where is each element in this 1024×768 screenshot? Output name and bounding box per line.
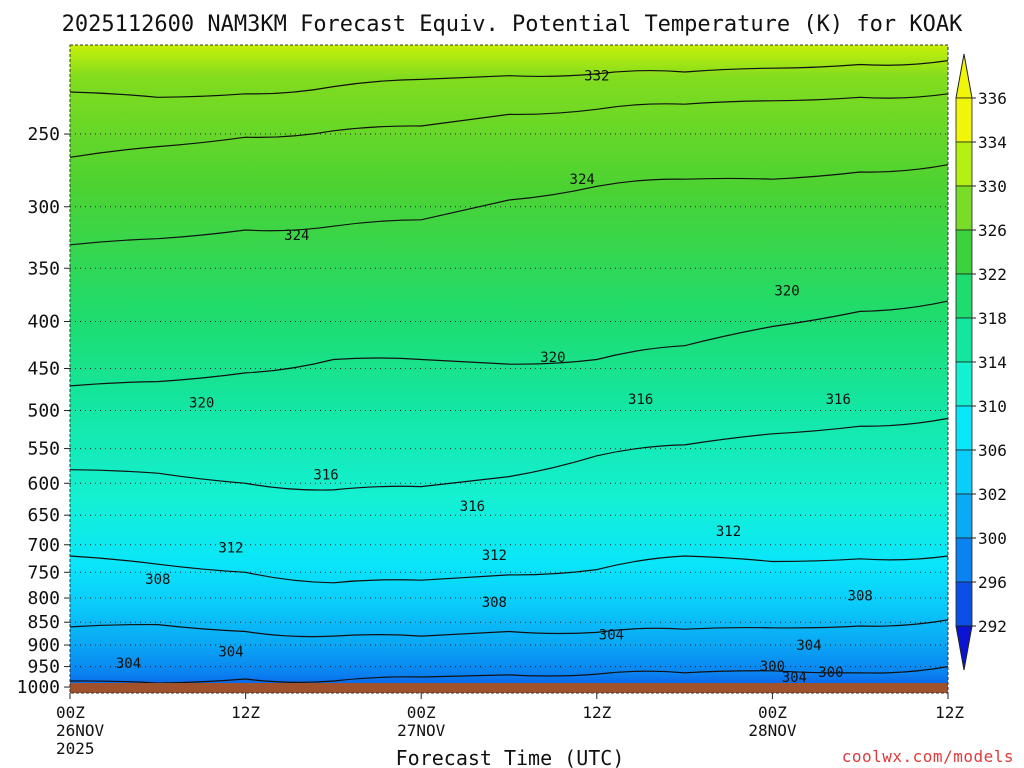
isotherm-304 — [69, 666, 949, 684]
contour-label-21: 300 — [818, 665, 843, 681]
colorbar-swatch-6 — [955, 317, 973, 363]
x-tick-label-60-0: 12Z — [935, 703, 964, 722]
colorbar-swatch-4 — [955, 405, 973, 451]
x-tick-label-0-1: 26NOV — [56, 721, 105, 740]
colorbar-label-296: 296 — [978, 573, 1007, 592]
x-tick-label-48-1: 28NOV — [748, 721, 797, 740]
colorbar-label-334: 334 — [978, 133, 1007, 152]
y-tick-label-550: 550 — [27, 439, 60, 460]
contour-label-3: 320 — [774, 283, 799, 299]
contour-label-20: 300 — [760, 659, 785, 675]
colorbar-label-310: 310 — [978, 397, 1007, 416]
isotherm-332 — [69, 60, 949, 98]
x-tick-label-24-0: 00Z — [407, 703, 436, 722]
contour-label-7: 316 — [826, 392, 851, 408]
y-axis: 2503003504004505005506006507007508008509… — [17, 124, 70, 698]
isotherm-308 — [69, 619, 949, 638]
isotherm-324 — [69, 164, 949, 246]
isotherm-312 — [69, 555, 949, 584]
y-tick-label-700: 700 — [27, 535, 60, 556]
isotherm-320 — [69, 300, 949, 387]
colorbar-swatch-11 — [955, 97, 973, 143]
x-axis-title: Forecast Time (UTC) — [396, 746, 625, 768]
y-tick-label-750: 750 — [27, 562, 60, 583]
contour-label-10: 312 — [218, 541, 243, 557]
contour-label-2: 324 — [284, 228, 309, 244]
colorbar-swatch-8 — [955, 229, 973, 275]
ground-surface — [70, 683, 948, 693]
y-tick-label-650: 650 — [27, 505, 60, 526]
y-tick-label-250: 250 — [27, 124, 60, 145]
colorbar: 292 296 300 302 306 310 314 318 322 326 330 334 336 — [955, 53, 1007, 671]
contour-label-19: 304 — [796, 638, 821, 654]
plot-area — [70, 45, 948, 693]
colorbar-label-326: 326 — [978, 221, 1007, 240]
contour-label-22: 304 — [782, 670, 807, 686]
y-tick-label-1000: 1000 — [17, 677, 60, 698]
contour-label-12: 312 — [716, 524, 741, 540]
contour-label-1: 324 — [570, 172, 595, 188]
contour-label-4: 320 — [540, 350, 565, 366]
colorbar-label-306: 306 — [978, 441, 1007, 460]
chart-title: 2025112600 NAM3KM Forecast Equiv. Potent… — [62, 12, 963, 37]
isotherm-contours — [69, 60, 949, 684]
colorbar-swatch-1 — [955, 537, 973, 583]
y-tick-label-300: 300 — [27, 197, 60, 218]
y-tick-label-850: 850 — [27, 612, 60, 633]
colorbar-swatch-10 — [955, 141, 973, 187]
x-tick-label-36-0: 12Z — [582, 703, 611, 722]
contour-labels: 332 324 324 320 320 320 316 316 316 316 312 312 312 3… — [116, 69, 873, 686]
contour-label-13: 308 — [145, 572, 170, 588]
contour-label-18: 304 — [116, 656, 141, 672]
contour-label-0: 332 — [584, 69, 609, 85]
contour-label-11: 312 — [482, 548, 507, 564]
y-tick-label-800: 800 — [27, 588, 60, 609]
y-tick-label-400: 400 — [27, 312, 60, 333]
y-tick-label-950: 950 — [27, 657, 60, 678]
colorbar-swatch-3 — [955, 449, 973, 495]
source-credit: coolwx.com/models — [841, 747, 1014, 766]
colorbar-swatch-0 — [955, 581, 973, 627]
colorbar-swatch-2 — [955, 493, 973, 539]
contour-label-15: 308 — [848, 589, 873, 605]
contour-label-17: 304 — [218, 645, 243, 661]
isotherm-328 — [69, 93, 949, 158]
x-tick-label-0-0: 00Z — [56, 703, 85, 722]
contour-label-6: 316 — [628, 392, 653, 408]
contour-label-8: 316 — [313, 468, 338, 484]
colorbar-label-318: 318 — [978, 309, 1007, 328]
colorbar-label-292: 292 — [978, 617, 1007, 636]
x-tick-label-12-0: 12Z — [231, 703, 260, 722]
y-tick-label-350: 350 — [27, 258, 60, 279]
colorbar-label-300: 300 — [978, 529, 1007, 548]
colorbar-label-330: 330 — [978, 177, 1007, 196]
colorbar-swatch-7 — [955, 273, 973, 319]
contour-label-5: 320 — [189, 395, 214, 411]
colorbar-label-336: 336 — [978, 89, 1007, 108]
colorbar-label-322: 322 — [978, 265, 1007, 284]
colorbar-label-314: 314 — [978, 353, 1007, 372]
colorbar-bottom-arrow — [955, 625, 973, 671]
x-tick-label-48-0: 00Z — [758, 703, 787, 722]
x-tick-label-0-2: 2025 — [56, 739, 95, 758]
contour-label-9: 316 — [460, 499, 485, 515]
colorbar-top-arrow — [955, 53, 973, 99]
contour-label-14: 308 — [482, 595, 507, 611]
y-tick-label-600: 600 — [27, 473, 60, 494]
y-tick-label-500: 500 — [27, 401, 60, 422]
isotherm-316 — [69, 417, 949, 491]
y-tick-label-450: 450 — [27, 359, 60, 380]
colorbar-label-302: 302 — [978, 485, 1007, 504]
colorbar-swatch-9 — [955, 185, 973, 231]
contour-label-16: 304 — [599, 628, 624, 644]
y-tick-label-900: 900 — [27, 635, 60, 656]
colorbar-swatch-5 — [955, 361, 973, 407]
x-tick-label-24-1: 27NOV — [397, 721, 446, 740]
